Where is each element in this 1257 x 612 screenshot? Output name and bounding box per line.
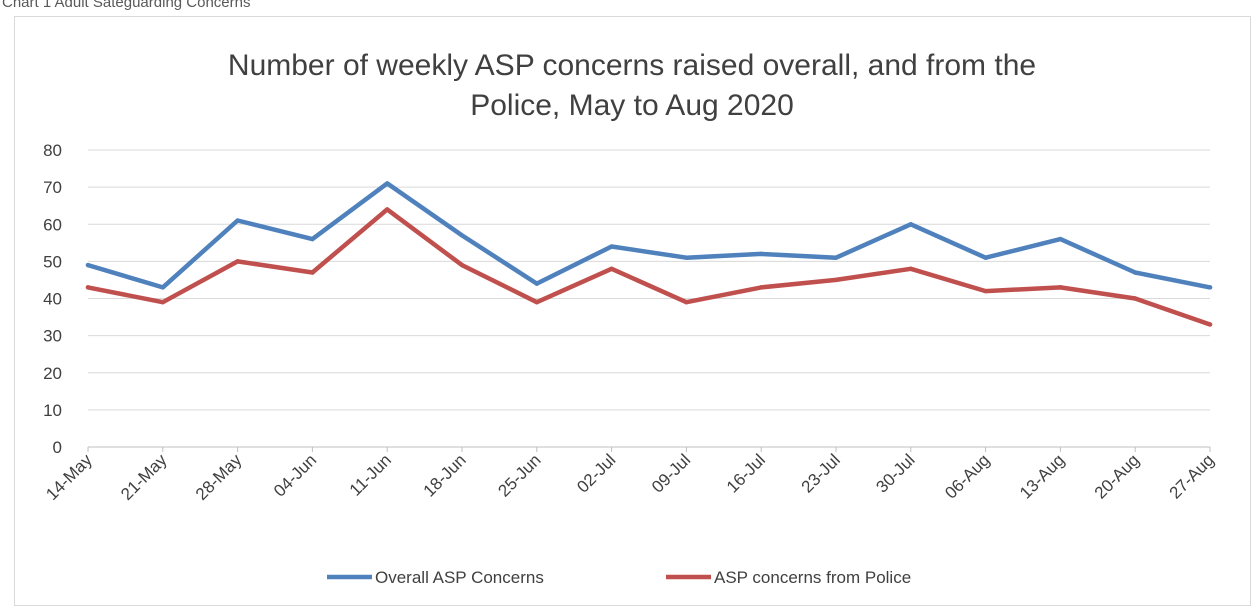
data-point bbox=[908, 222, 913, 227]
data-point bbox=[684, 255, 689, 260]
y-tick-label: 10 bbox=[43, 401, 62, 420]
y-tick-label: 50 bbox=[43, 252, 62, 271]
x-tick-label: 28-May bbox=[192, 450, 246, 504]
y-axis: 0 10 20 30 40 50 60 70 80 bbox=[43, 141, 62, 457]
y-tick-label: 0 bbox=[53, 438, 62, 457]
data-point bbox=[759, 285, 764, 290]
data-point bbox=[385, 207, 390, 212]
x-tick-label: 04-Jun bbox=[270, 450, 320, 500]
data-point bbox=[1058, 236, 1063, 242]
data-point bbox=[235, 218, 240, 223]
data-point bbox=[1058, 285, 1063, 290]
gridlines bbox=[88, 149, 1210, 448]
x-tick-label: 21-May bbox=[117, 450, 171, 504]
x-tick-label: 20-Aug bbox=[1091, 450, 1143, 502]
data-point bbox=[534, 300, 539, 305]
data-point bbox=[1133, 296, 1138, 301]
legend-label-2: ASP concerns from Police bbox=[714, 568, 911, 587]
x-tick-label: 06-Aug bbox=[941, 450, 993, 502]
x-axis: 14-May 21-May 28-May 04-Jun 11-Jun 18-Jun 25-J… bbox=[42, 447, 1218, 504]
data-point bbox=[1207, 322, 1213, 327]
y-tick-label: 30 bbox=[43, 327, 62, 346]
series-line-2 bbox=[85, 207, 1213, 327]
data-point bbox=[759, 251, 764, 257]
x-tick-label: 30-Jul bbox=[872, 450, 918, 496]
chart-title-line-1: Number of weekly ASP concerns raised ove… bbox=[228, 49, 1036, 82]
data-point bbox=[1207, 285, 1213, 290]
x-tick-label: 27-Aug bbox=[1166, 450, 1218, 502]
data-point bbox=[684, 300, 689, 305]
x-tick-label: 11-Jun bbox=[346, 450, 395, 499]
data-point bbox=[983, 288, 988, 294]
x-tick-label: 09-Jul bbox=[648, 450, 694, 496]
y-tick-label: 20 bbox=[43, 364, 62, 383]
x-tick-label: 02-Jul bbox=[573, 450, 619, 496]
data-point bbox=[85, 262, 91, 268]
x-tick-label: 14-May bbox=[42, 450, 96, 504]
data-point bbox=[310, 236, 315, 242]
data-point bbox=[908, 266, 913, 271]
data-point bbox=[160, 285, 165, 290]
data-point bbox=[833, 277, 839, 283]
data-point bbox=[235, 259, 240, 264]
data-point bbox=[609, 244, 614, 249]
legend: Overall ASP Concerns ASP concerns from Po… bbox=[327, 568, 911, 587]
x-tick-label: 18-Jun bbox=[420, 450, 470, 500]
series-line-1 bbox=[85, 181, 1213, 290]
chart-area bbox=[14, 16, 1251, 606]
y-tick-label: 80 bbox=[43, 141, 62, 160]
data-point bbox=[310, 270, 315, 275]
y-tick-label: 40 bbox=[43, 290, 62, 309]
x-tick-label: 23-Jul bbox=[798, 450, 844, 496]
data-point bbox=[459, 233, 465, 238]
data-point bbox=[609, 266, 614, 271]
chart-title-line-2: Police, May to Aug 2020 bbox=[470, 89, 794, 122]
y-tick-label: 70 bbox=[43, 178, 62, 197]
x-tick-label: 13-Aug bbox=[1016, 450, 1068, 502]
legend-label-1: Overall ASP Concerns bbox=[375, 568, 544, 587]
data-point bbox=[160, 300, 165, 305]
x-tick-label: 16-Jul bbox=[723, 450, 769, 496]
data-point bbox=[1133, 270, 1138, 275]
y-tick-label: 60 bbox=[43, 215, 62, 234]
data-point bbox=[833, 255, 839, 260]
data-point bbox=[85, 285, 91, 290]
series-lines bbox=[85, 181, 1213, 327]
x-tick-label: 25-Jun bbox=[494, 450, 544, 500]
data-point bbox=[534, 281, 539, 286]
data-point bbox=[385, 181, 390, 186]
chart-caption: Chart 1 Adult Sateguarding Concerns bbox=[2, 0, 251, 11]
data-point bbox=[983, 255, 988, 260]
data-point bbox=[459, 262, 465, 268]
